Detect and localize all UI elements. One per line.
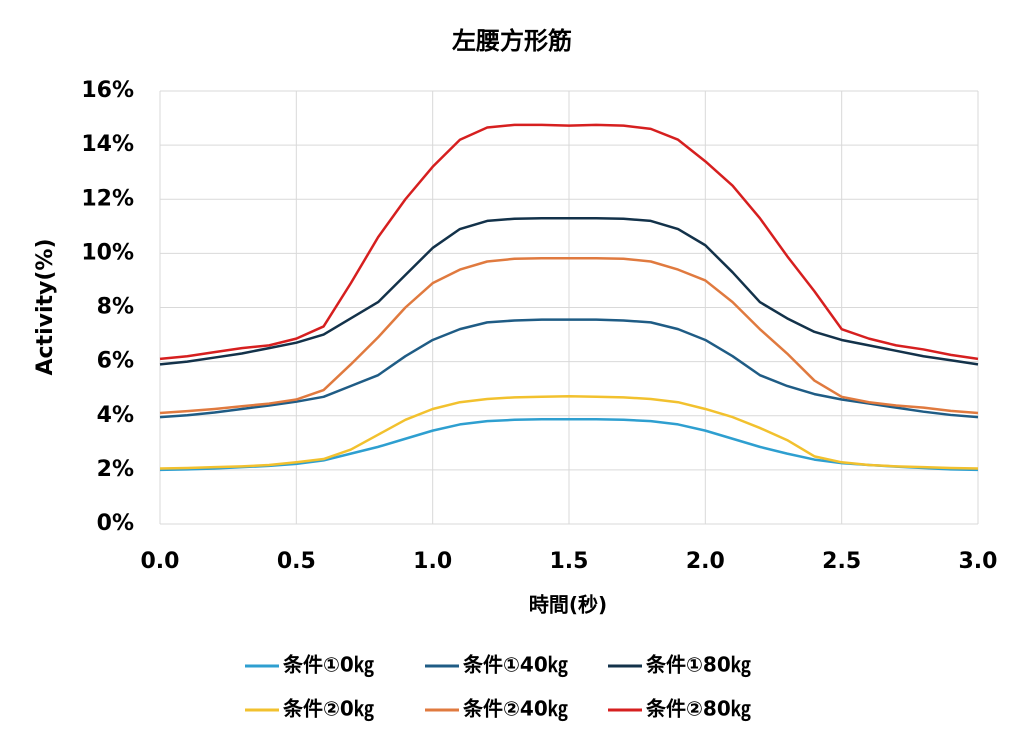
- x-axis-label: 時間(秒): [529, 593, 607, 617]
- series-line: [159, 123, 979, 361]
- legend-label: 条件②40㎏: [463, 697, 568, 722]
- legend-item: 条件②40㎏: [425, 697, 568, 722]
- legend-item: 条件①80㎏: [608, 653, 751, 678]
- x-tick-label: 1.0: [413, 549, 452, 574]
- y-tick-label: 0%: [97, 511, 134, 536]
- legend-item: 条件①0㎏: [245, 653, 374, 678]
- y-axis-label: Activity(%): [33, 238, 58, 375]
- legend-label: 条件②0㎏: [283, 697, 374, 722]
- x-tick-label: 0.0: [141, 549, 180, 574]
- series-line: [159, 318, 979, 419]
- series-line: [159, 216, 979, 366]
- y-tick-label: 6%: [97, 349, 134, 374]
- y-tick-label: 2%: [97, 457, 134, 482]
- x-tick-label: 2.5: [822, 549, 861, 574]
- legend-item: 条件②0㎏: [245, 697, 374, 722]
- x-tick-label: 2.0: [686, 549, 725, 574]
- legend-label: 条件①40㎏: [463, 653, 568, 678]
- legend-label: 条件①0㎏: [283, 653, 374, 678]
- chart-title: 左腰方形筋: [452, 27, 572, 55]
- y-tick-label: 4%: [97, 403, 134, 428]
- legend-label: 条件①80㎏: [646, 653, 751, 678]
- legend-item: 条件①40㎏: [425, 653, 568, 678]
- x-tick-label: 3.0: [959, 549, 998, 574]
- y-tick-label: 8%: [97, 295, 134, 320]
- legend-label: 条件②80㎏: [646, 697, 751, 722]
- y-tick-label: 10%: [81, 240, 134, 265]
- x-tick-label: 1.5: [550, 549, 589, 574]
- legend-item: 条件②80㎏: [608, 697, 751, 722]
- series-line: [159, 256, 979, 415]
- x-tick-label: 0.5: [277, 549, 316, 574]
- series-line: [159, 395, 979, 470]
- y-tick-label: 16%: [81, 78, 134, 103]
- y-tick-label: 14%: [81, 132, 134, 157]
- y-tick-label: 12%: [81, 186, 134, 211]
